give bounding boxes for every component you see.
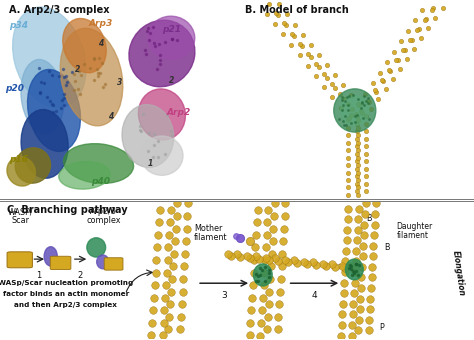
Ellipse shape	[60, 28, 123, 126]
FancyBboxPatch shape	[7, 252, 32, 268]
Text: B: B	[384, 243, 390, 252]
Text: and then Arp2/3 complex: and then Arp2/3 complex	[14, 303, 117, 308]
Text: 70°: 70°	[337, 264, 349, 270]
Ellipse shape	[59, 162, 110, 189]
Text: filament: filament	[397, 231, 428, 240]
Text: p16: p16	[9, 155, 28, 164]
Text: Daughter: Daughter	[397, 222, 433, 231]
Text: Mother: Mother	[194, 224, 222, 233]
Ellipse shape	[334, 89, 376, 132]
Ellipse shape	[44, 247, 57, 266]
Text: factor binds an actin monomer: factor binds an actin monomer	[2, 291, 129, 298]
Ellipse shape	[21, 59, 64, 134]
Text: WASP/: WASP/	[8, 207, 33, 217]
Text: P: P	[379, 323, 384, 332]
Text: 2: 2	[75, 65, 80, 74]
Text: Arp2/3: Arp2/3	[90, 207, 117, 217]
Text: Scar: Scar	[11, 216, 29, 225]
Text: 3: 3	[221, 291, 227, 300]
Text: p40: p40	[91, 177, 110, 186]
Text: Arp2: Arp2	[166, 108, 191, 117]
Ellipse shape	[346, 259, 363, 280]
Ellipse shape	[138, 89, 185, 140]
Text: A. Arp2/3 complex: A. Arp2/3 complex	[9, 5, 110, 15]
Ellipse shape	[15, 148, 51, 183]
Text: 2: 2	[78, 271, 83, 280]
Ellipse shape	[254, 264, 272, 286]
Text: 4: 4	[98, 39, 103, 48]
Ellipse shape	[129, 20, 195, 87]
Text: complex: complex	[86, 216, 120, 225]
Text: WASp/Scar nucleation promoting: WASp/Scar nucleation promoting	[0, 280, 133, 287]
Text: 4: 4	[311, 291, 317, 300]
Ellipse shape	[63, 18, 106, 73]
Text: p34: p34	[9, 21, 28, 31]
Text: filament: filament	[194, 233, 228, 242]
Ellipse shape	[148, 16, 195, 60]
FancyBboxPatch shape	[104, 258, 123, 270]
Text: p20: p20	[5, 84, 24, 94]
Ellipse shape	[21, 109, 68, 178]
Text: C. Branching pathway: C. Branching pathway	[7, 205, 128, 215]
Text: 3: 3	[117, 79, 122, 87]
Ellipse shape	[13, 7, 86, 108]
Text: 1: 1	[147, 159, 153, 168]
Ellipse shape	[64, 143, 134, 183]
Text: 4: 4	[108, 112, 113, 121]
Text: B. Model of branch: B. Model of branch	[245, 5, 349, 15]
Ellipse shape	[7, 157, 36, 186]
Text: 2: 2	[169, 76, 174, 85]
Ellipse shape	[27, 69, 81, 151]
Ellipse shape	[87, 238, 106, 257]
Text: Arp3: Arp3	[89, 18, 113, 28]
Text: 1: 1	[36, 271, 42, 280]
Text: p21: p21	[162, 26, 181, 34]
Text: B: B	[366, 214, 372, 223]
Ellipse shape	[122, 105, 173, 167]
Ellipse shape	[141, 136, 183, 175]
Ellipse shape	[97, 255, 109, 269]
FancyBboxPatch shape	[50, 256, 71, 270]
Ellipse shape	[341, 96, 369, 125]
Text: Elongation: Elongation	[451, 250, 466, 297]
